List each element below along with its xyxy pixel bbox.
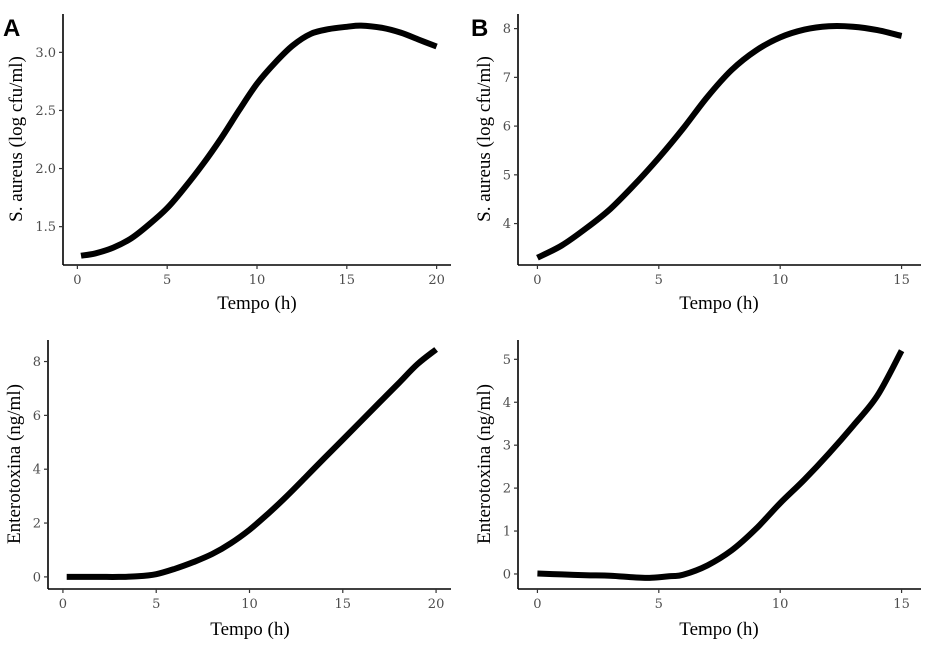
x-tick-label: 5 <box>655 273 663 288</box>
x-tick-label: 15 <box>893 597 910 612</box>
series-line <box>66 347 438 580</box>
x-axis-title: Tempo (h) <box>679 293 758 314</box>
y-tick-label: 6 <box>503 120 511 135</box>
y-axis-title: S. aureus (log cfu/ml) <box>6 56 27 222</box>
y-tick-label: 6 <box>33 409 41 424</box>
x-tick-label: 5 <box>152 597 160 612</box>
panel-label-b: B <box>471 15 488 42</box>
x-tick-label: 0 <box>73 273 81 288</box>
x-tick-label: 0 <box>59 597 67 612</box>
y-tick-label: 2 <box>503 482 511 497</box>
y-axis-title: Enterotoxina (ng/ml) <box>474 384 495 544</box>
y-tick-label: 0 <box>33 570 41 585</box>
panel-a-top: A 0 5 10 15 20 1.5 2.0 2.5 3.0 Tempo (h) S. aure… <box>3 14 451 314</box>
y-tick-label: 7 <box>503 71 511 86</box>
panel-b-bottom: 0 5 10 15 0 1 2 3 4 5 Tempo (h) Enterotoxina (ng/… <box>474 340 921 640</box>
x-tick-label: 5 <box>163 273 171 288</box>
y-tick-label: 8 <box>503 22 511 37</box>
x-axis-title: Tempo (h) <box>210 619 289 640</box>
x-axis-title: Tempo (h) <box>217 293 296 314</box>
y-axis-title: Enterotoxina (ng/ml) <box>4 384 25 544</box>
x-tick-label: 5 <box>655 597 663 612</box>
x-tick-label: 20 <box>428 273 445 288</box>
x-tick-label: 10 <box>249 273 266 288</box>
ticks-group: 0 5 10 15 0 1 2 3 4 5 <box>503 353 910 612</box>
panel-a-bottom: 0 5 10 15 20 0 2 4 6 8 Tempo (h) Enterotoxina (ng… <box>4 340 451 640</box>
panel-label-a: A <box>3 15 20 42</box>
x-tick-label: 20 <box>428 597 445 612</box>
x-tick-label: 0 <box>533 597 541 612</box>
y-tick-label: 4 <box>503 396 511 411</box>
x-tick-label: 15 <box>339 273 356 288</box>
x-tick-label: 0 <box>533 273 541 288</box>
x-axis-title: Tempo (h) <box>679 619 758 640</box>
y-tick-label: 1.5 <box>35 220 56 235</box>
panel-b-top: B 0 5 10 15 4 5 6 7 8 Tempo (h) S. aureus (log c… <box>471 14 921 314</box>
y-tick-label: 0 <box>503 567 511 582</box>
x-tick-label: 10 <box>241 597 258 612</box>
series-line <box>537 349 905 581</box>
series-line <box>80 22 438 259</box>
y-tick-label: 3.0 <box>35 46 56 61</box>
y-tick-label: 3 <box>503 439 511 454</box>
y-tick-label: 8 <box>33 355 41 370</box>
ticks-group: 0 5 10 15 20 0 2 4 6 8 <box>33 355 445 612</box>
ticks-group: 0 5 10 15 4 5 6 7 8 <box>503 22 910 288</box>
y-tick-label: 5 <box>503 168 511 183</box>
y-tick-label: 2.5 <box>35 104 56 119</box>
y-axis-title: S. aureus (log cfu/ml) <box>474 56 495 222</box>
y-tick-label: 4 <box>503 217 511 232</box>
y-tick-label: 2.0 <box>35 162 56 177</box>
x-tick-label: 10 <box>772 273 789 288</box>
x-tick-label: 15 <box>335 597 352 612</box>
series-line <box>536 22 903 261</box>
ticks-group: 0 5 10 15 20 1.5 2.0 2.5 3.0 <box>35 46 445 288</box>
y-tick-label: 5 <box>503 353 511 368</box>
y-tick-label: 2 <box>33 517 41 532</box>
x-tick-label: 15 <box>893 273 910 288</box>
x-tick-label: 10 <box>772 597 789 612</box>
y-tick-label: 1 <box>503 525 511 540</box>
y-tick-label: 4 <box>33 463 41 478</box>
